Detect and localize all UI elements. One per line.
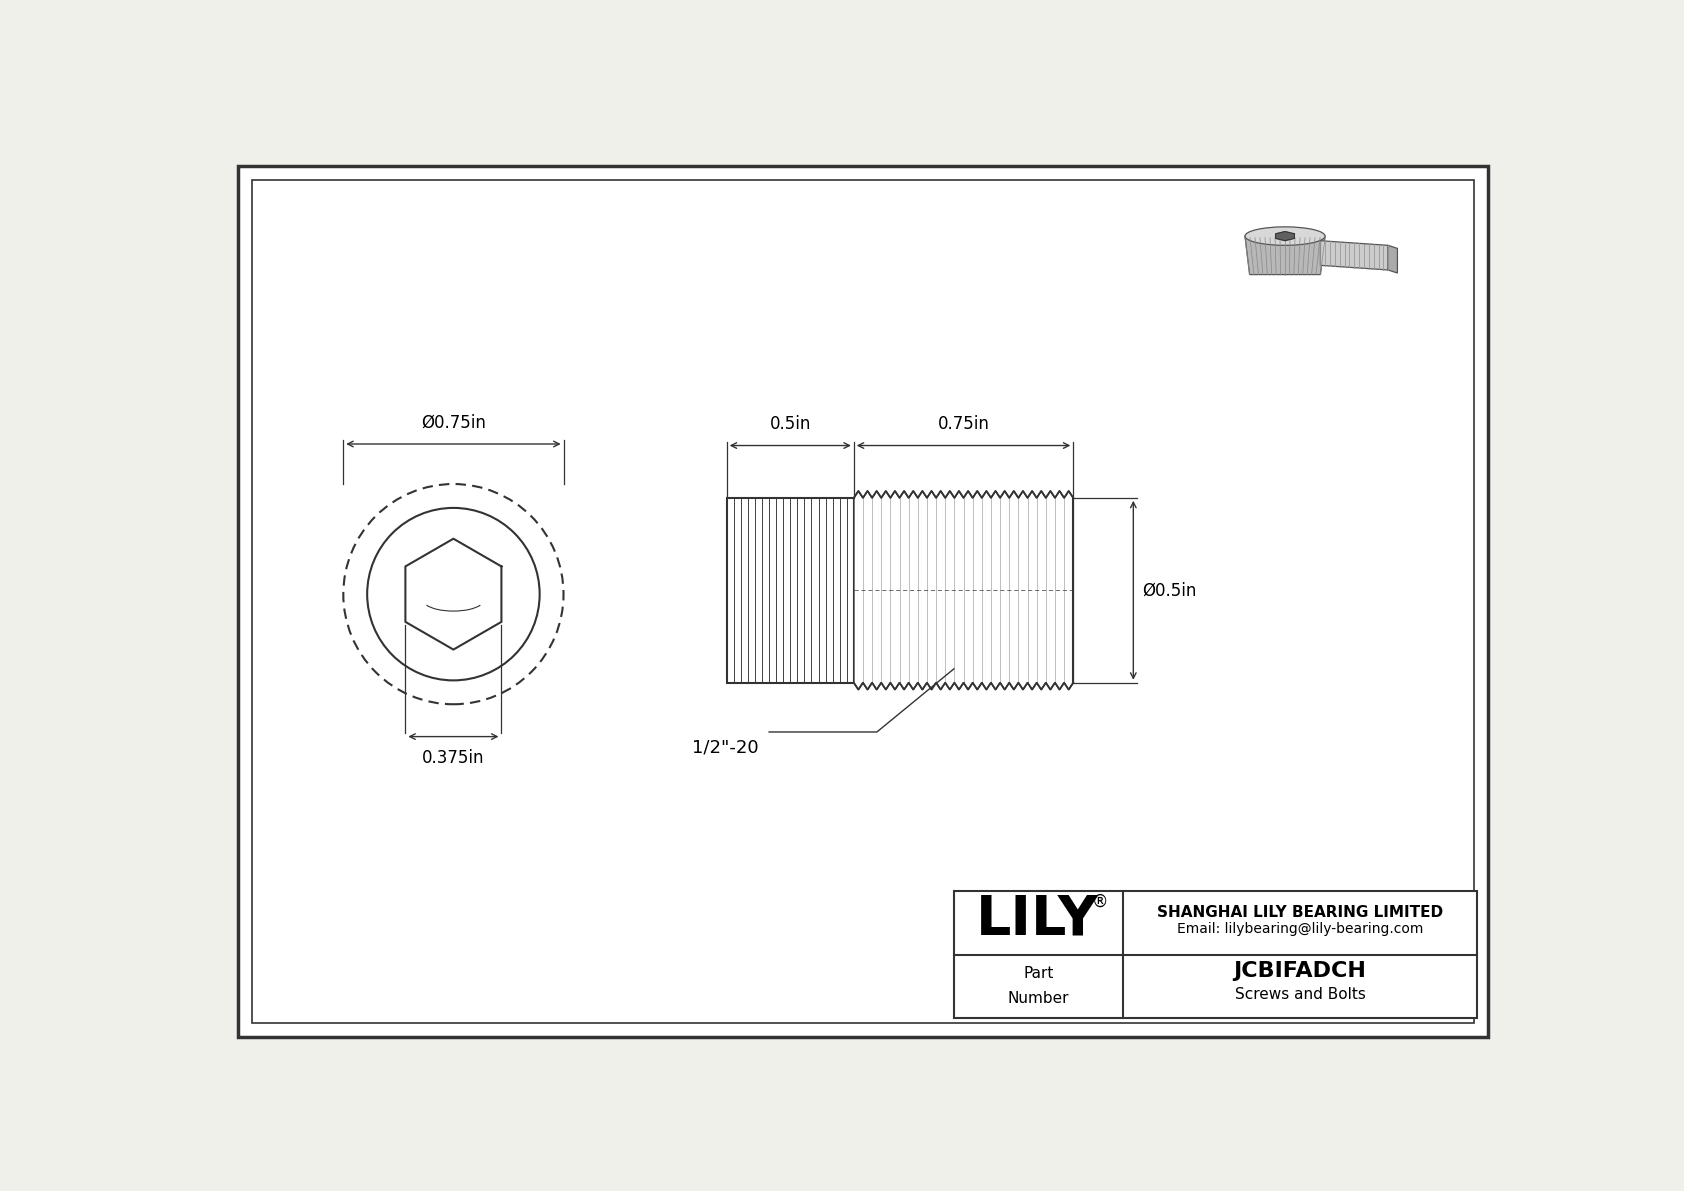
Text: Screws and Bolts: Screws and Bolts: [1234, 987, 1366, 1002]
Ellipse shape: [1244, 226, 1325, 245]
Text: 0.375in: 0.375in: [423, 749, 485, 767]
Text: Ø0.5in: Ø0.5in: [1142, 581, 1197, 599]
Bar: [953, 891, 1477, 1017]
Text: Ø0.75in: Ø0.75in: [421, 413, 487, 431]
Text: Part
Number: Part Number: [1007, 966, 1069, 1006]
Text: Email: lilybearing@lily-bearing.com: Email: lilybearing@lily-bearing.com: [1177, 922, 1423, 936]
Bar: [727, 498, 854, 682]
Polygon shape: [1276, 231, 1295, 241]
Text: SHANGHAI LILY BEARING LIMITED: SHANGHAI LILY BEARING LIMITED: [1157, 905, 1443, 919]
Text: 1/2"-20: 1/2"-20: [692, 738, 759, 756]
Text: ®: ®: [1091, 893, 1108, 911]
Text: 0.5in: 0.5in: [770, 416, 812, 434]
Text: LILY: LILY: [975, 893, 1098, 947]
Text: JCBIFADCH: JCBIFADCH: [1234, 961, 1366, 981]
Polygon shape: [1244, 236, 1325, 275]
Polygon shape: [1388, 245, 1398, 273]
Text: 0.75in: 0.75in: [938, 416, 990, 434]
Polygon shape: [1320, 241, 1388, 270]
Polygon shape: [854, 491, 1073, 690]
